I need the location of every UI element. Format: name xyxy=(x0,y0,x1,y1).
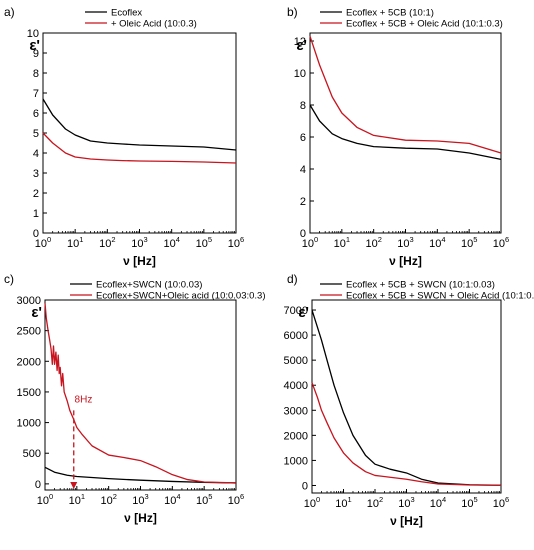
y-tick-label: 3000 xyxy=(284,405,308,417)
series-line-1 xyxy=(309,104,502,161)
chart-panel-2: 0 2 4 6 8 10 12 100 101 102 103 104 105 106 ν [Hz] ε' b)… xyxy=(287,5,509,268)
y-tick-label: 1500 xyxy=(17,387,41,399)
legend-label: Ecoflex + 5CB + SWCN + Oleic Acid (10:1:… xyxy=(346,291,534,302)
y-tick-label: 12 xyxy=(294,36,306,48)
series-line-2 xyxy=(44,303,237,484)
x-tick-label: 100 xyxy=(37,492,53,507)
y-tick-label: 0 xyxy=(35,479,41,491)
chart-panel-1: 0 1 2 3 4 5 6 7 8 9 10 100 101 102 103 104 105 106 ν [Hz] ε… xyxy=(4,5,244,268)
x-tick-label: 101 xyxy=(69,492,85,507)
x-tick-label: 102 xyxy=(365,235,381,250)
y-tick-label: 2000 xyxy=(284,430,308,442)
y-tick-label: 7 xyxy=(33,88,39,100)
series-line-2 xyxy=(42,132,237,164)
legend-label: + Oleic Acid (10:0.3) xyxy=(111,19,197,30)
plot-frame xyxy=(309,32,502,234)
x-tick-label: 103 xyxy=(397,235,413,250)
y-tick-label: 0 xyxy=(302,480,308,492)
x-tick-label: 100 xyxy=(304,495,320,510)
x-tick-label: 106 xyxy=(493,495,509,510)
x-tick-label: 104 xyxy=(163,235,179,250)
x-tick-label: 105 xyxy=(461,495,477,510)
y-tick-label: 7000 xyxy=(284,305,308,317)
x-tick-label: 102 xyxy=(367,495,383,510)
x-tick-label: 103 xyxy=(398,495,414,510)
y-tick-label: 2 xyxy=(33,188,39,200)
x-axis-label: ν [Hz] xyxy=(390,514,423,528)
annotation-label: 8Hz xyxy=(75,394,93,405)
x-tick-label: 103 xyxy=(132,492,148,507)
y-tick-label: 8 xyxy=(300,100,306,112)
x-tick-label: 101 xyxy=(67,235,83,250)
y-tick-label: 8 xyxy=(33,68,39,80)
x-tick-label: 106 xyxy=(493,235,509,250)
x-tick-label: 102 xyxy=(99,235,115,250)
chart-panel-4: 0 1000 2000 3000 4000 5000 6000 7000 100 101 102 10… xyxy=(284,272,534,528)
x-tick-label: 102 xyxy=(100,492,116,507)
x-tick-label: 101 xyxy=(334,235,350,250)
y-tick-label: 1000 xyxy=(17,418,41,430)
x-tick-label: 104 xyxy=(430,495,446,510)
x-tick-label: 100 xyxy=(35,235,51,250)
y-axis-label: ε' xyxy=(298,304,309,321)
x-tick-label: 103 xyxy=(131,235,147,250)
y-tick-label: 5000 xyxy=(284,355,308,367)
series-line-1 xyxy=(42,98,237,151)
panel-label: b) xyxy=(287,5,298,19)
plot-frame xyxy=(311,299,502,494)
y-axis-label: ε' xyxy=(296,37,307,54)
y-tick-label: 10 xyxy=(294,68,306,80)
y-tick-label: 500 xyxy=(23,448,41,460)
legend-label: Ecoflex + 5CB (10:1) xyxy=(346,8,434,19)
x-tick-label: 106 xyxy=(228,235,244,250)
y-tick-label: 6000 xyxy=(284,330,308,342)
legend-label: Ecoflex+SWCN+Oleic acid (10:0.03:0.3) xyxy=(96,291,266,302)
y-tick-label: 5 xyxy=(33,128,39,140)
y-tick-label: 4 xyxy=(33,148,39,160)
x-tick-label: 105 xyxy=(461,235,477,250)
y-tick-label: 4 xyxy=(300,164,306,176)
x-tick-label: 105 xyxy=(196,235,212,250)
panel-label: a) xyxy=(4,5,15,19)
x-axis-label: ν [Hz] xyxy=(123,254,156,268)
annotation-arrow-head xyxy=(70,482,78,489)
y-tick-label: 1000 xyxy=(284,455,308,467)
y-tick-label: 1 xyxy=(33,208,39,220)
y-tick-label: 2000 xyxy=(17,356,41,368)
x-tick-label: 104 xyxy=(429,235,445,250)
y-tick-label: 0 xyxy=(300,228,306,240)
y-tick-label: 3 xyxy=(33,168,39,180)
legend-label: Ecoflex xyxy=(111,8,142,19)
y-axis-label: ε' xyxy=(29,37,40,54)
x-tick-label: 106 xyxy=(228,492,244,507)
legend-label: Ecoflex + 5CB + SWCN (10:1:0.03) xyxy=(346,280,495,291)
series-line-2 xyxy=(309,35,502,154)
y-tick-label: 6 xyxy=(33,108,39,120)
legend-label: Ecoflex + 5CB + Oleic Acid (10:1:0.3) xyxy=(346,19,503,30)
y-tick-label: 0 xyxy=(33,228,39,240)
panel-label: d) xyxy=(287,272,298,286)
y-tick-label: 2500 xyxy=(17,326,41,338)
y-tick-label: 2 xyxy=(300,196,306,208)
y-tick-label: 9 xyxy=(33,48,39,60)
series-line-1 xyxy=(44,466,237,484)
y-tick-label: 4000 xyxy=(284,380,308,392)
x-tick-label: 104 xyxy=(164,492,180,507)
y-tick-label: 10 xyxy=(27,28,39,40)
x-tick-label: 101 xyxy=(335,495,351,510)
x-axis-label: ν [Hz] xyxy=(124,511,157,525)
x-tick-label: 100 xyxy=(302,235,318,250)
series-line-2 xyxy=(311,382,502,487)
y-tick-label: 3000 xyxy=(17,295,41,307)
y-tick-label: 6 xyxy=(300,132,306,144)
legend-label: Ecoflex+SWCN (10:0.03) xyxy=(96,280,202,291)
series-line-1 xyxy=(311,309,502,486)
y-axis-label: ε' xyxy=(31,304,42,321)
panel-label: c) xyxy=(4,272,14,286)
x-axis-label: ν [Hz] xyxy=(389,254,422,268)
chart-panel-3: 0 500 1000 1500 2000 2500 3000 100 101 102 103 104 1… xyxy=(4,272,266,525)
x-tick-label: 105 xyxy=(196,492,212,507)
